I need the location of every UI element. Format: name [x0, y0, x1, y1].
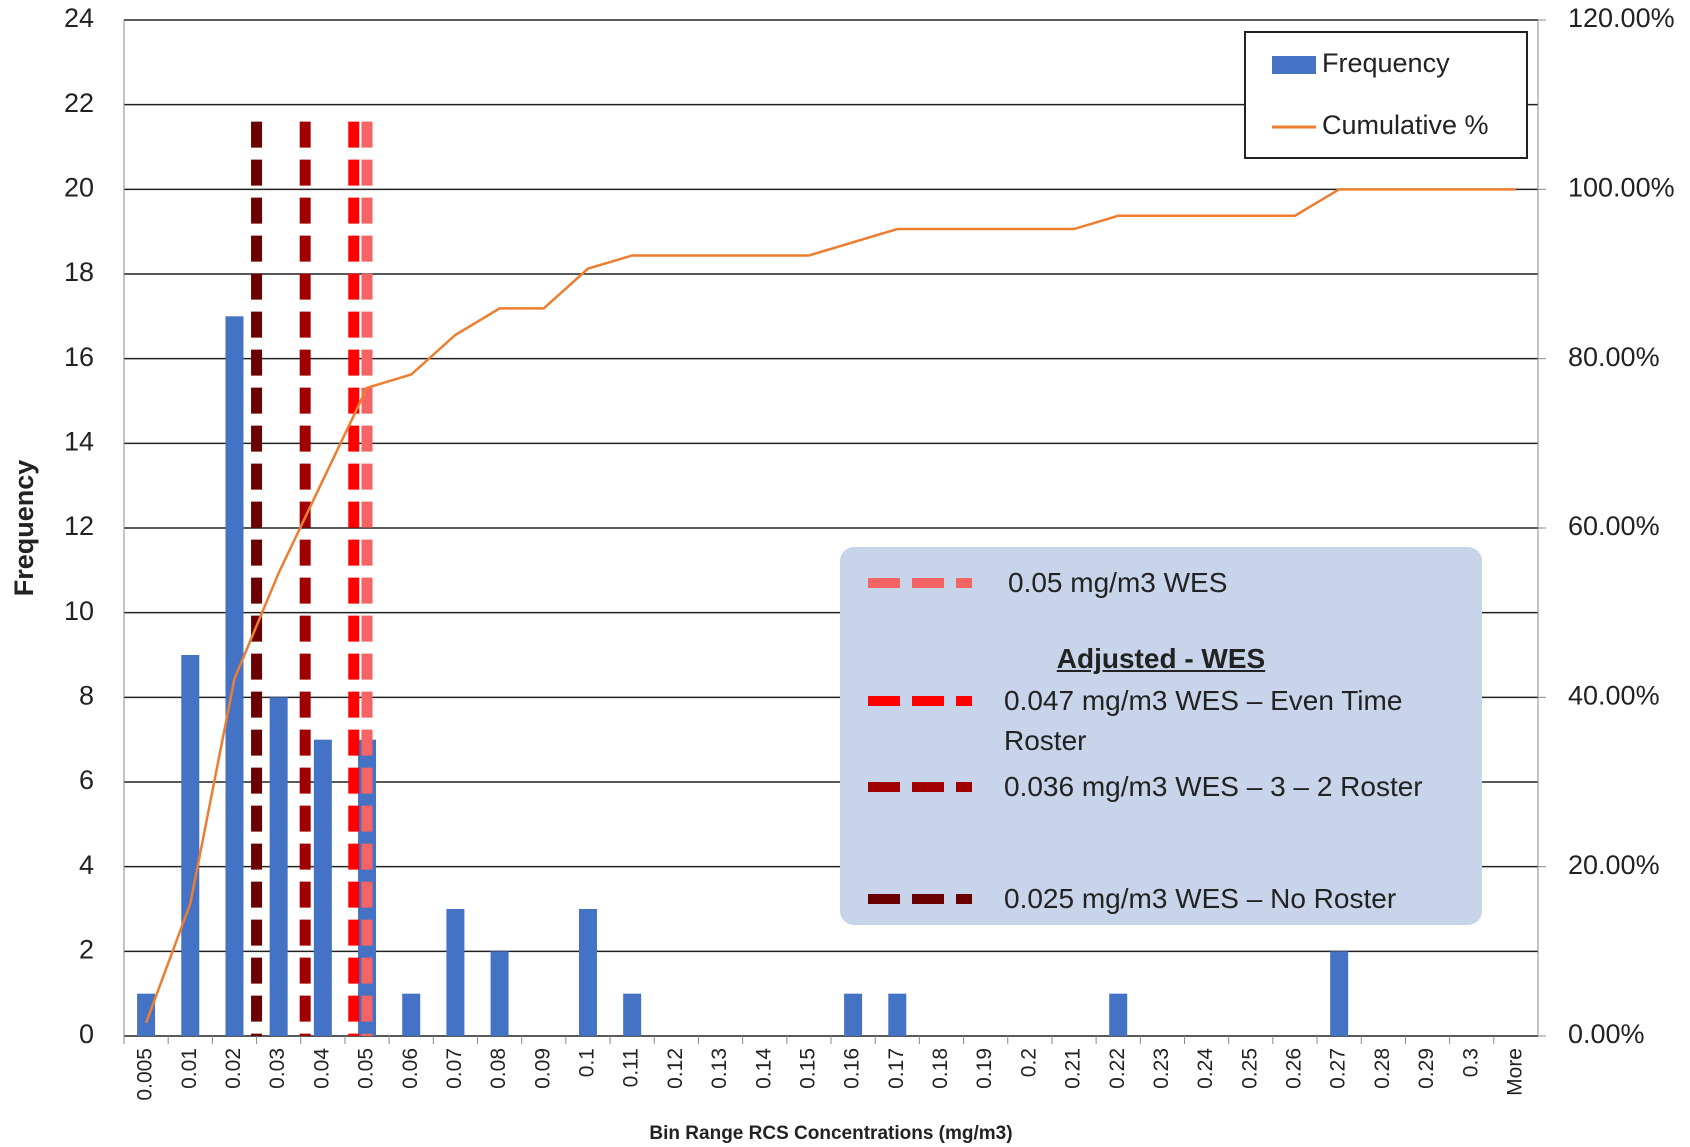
x-tick-label: 0.09: [531, 1048, 554, 1089]
y2-tick-label: 100.00%: [1568, 172, 1675, 202]
y2-tick-label: 40.00%: [1568, 680, 1660, 710]
y-tick-label: 22: [64, 88, 94, 118]
y-tick-label: 16: [64, 342, 94, 372]
x-tick-label: 0.29: [1415, 1048, 1438, 1089]
x-tick-label: 0.3: [1459, 1048, 1482, 1077]
y-tick-label: 4: [79, 850, 94, 880]
x-tick-label: More: [1503, 1048, 1526, 1096]
y-tick-label: 2: [79, 934, 94, 964]
legend-swatch: [1272, 56, 1316, 74]
y2-tick-label: 60.00%: [1568, 511, 1660, 541]
y-tick-label: 10: [64, 596, 94, 626]
reference-heading: Adjusted - WES: [1056, 643, 1266, 674]
x-tick-label: 0.24: [1194, 1048, 1217, 1089]
legend-label: Cumulative %: [1322, 110, 1489, 140]
reference-label: 0.036 mg/m3 WES – 3 – 2 Roster: [1004, 771, 1423, 802]
reference-swatch: [868, 578, 972, 588]
reference-label: 0.047 mg/m3 WES – Even Time Roster: [1004, 685, 1403, 756]
x-tick-label: 0.17: [885, 1048, 908, 1089]
x-tick-label: 0.14: [752, 1048, 775, 1089]
reference-swatch: [868, 782, 972, 792]
reference-label: 0.05 mg/m3 WES: [1008, 567, 1228, 598]
y2-tick-label: 20.00%: [1568, 850, 1660, 880]
bar: [446, 909, 465, 1036]
reference-box: 0.05 mg/m3 WES 0.047 mg/m3 WES – Even Tim…: [840, 547, 1482, 925]
x-tick-label: 0.18: [929, 1048, 952, 1089]
y2-tick-label: 80.00%: [1568, 342, 1660, 372]
x-tick-label: 0.05: [355, 1048, 378, 1089]
x-tick-label: 0.03: [266, 1048, 289, 1089]
x-tick-label: 0.02: [222, 1048, 245, 1089]
x-tick-label: 0.005: [134, 1048, 157, 1101]
x-tick-label: 0.06: [399, 1048, 422, 1089]
bar: [888, 993, 907, 1036]
x-tick-label: 0.04: [310, 1048, 333, 1089]
bar: [137, 993, 156, 1036]
bar: [269, 697, 288, 1036]
x-tick-label: 0.12: [664, 1048, 687, 1089]
x-tick-label: 0.27: [1327, 1048, 1350, 1089]
y-tick-label: 20: [64, 172, 94, 202]
x-tick-label: 0.07: [443, 1048, 466, 1089]
bar: [578, 909, 597, 1036]
x-axis-title: Bin Range RCS Concentrations (mg/m3): [649, 1123, 1012, 1144]
y-tick-label: 24: [64, 3, 94, 33]
cumulative-line: [144, 188, 1516, 1024]
y-tick-label: 8: [79, 680, 94, 710]
reference-swatch: [868, 696, 972, 706]
x-tick-label: 0.13: [708, 1048, 731, 1089]
x-tick-label: 0.21: [1062, 1048, 1085, 1089]
x-tick-label: 0.2: [1017, 1048, 1040, 1077]
y2-tick-label: 0.00%: [1568, 1019, 1645, 1049]
y2-tick-label: 120.00%: [1568, 3, 1675, 33]
reference-label: 0.025 mg/m3 WES – No Roster: [1004, 883, 1397, 914]
x-tick-label: 0.23: [1150, 1048, 1173, 1089]
y-axis-title: Frequency: [9, 460, 39, 597]
x-tick-label: 0.26: [1283, 1048, 1306, 1089]
x-tick-label: 0.11: [620, 1048, 643, 1087]
y-tick-label: 14: [64, 426, 94, 456]
x-tick-label: 0.15: [796, 1048, 819, 1089]
x-tick-label: 0.16: [841, 1048, 864, 1089]
y-tick-label: 0: [79, 1019, 94, 1049]
reference-swatch: [868, 894, 972, 904]
legend-label: Frequency: [1322, 48, 1450, 78]
x-tick-label: 0.19: [973, 1048, 996, 1089]
y-tick-label: 12: [64, 511, 94, 541]
legend-box: [1244, 31, 1528, 159]
x-tick-label: 0.28: [1371, 1048, 1394, 1089]
bar: [844, 993, 863, 1036]
x-tick-label: 0.25: [1238, 1048, 1261, 1089]
x-tick-label: 0.08: [487, 1048, 510, 1089]
bar: [313, 739, 332, 1036]
x-tick-label: 0.01: [178, 1048, 201, 1089]
legend: Frequency Cumulative %: [1244, 31, 1528, 159]
bar: [1109, 993, 1128, 1036]
y-tick-label: 6: [79, 765, 94, 795]
x-tick-label: 0.1: [576, 1048, 599, 1077]
x-tick-label: 0.22: [1106, 1048, 1129, 1089]
bar: [623, 993, 642, 1036]
bar: [402, 993, 421, 1036]
bar: [1330, 951, 1349, 1036]
bar: [181, 655, 200, 1036]
y-tick-label: 18: [64, 257, 94, 287]
bar: [490, 951, 509, 1036]
